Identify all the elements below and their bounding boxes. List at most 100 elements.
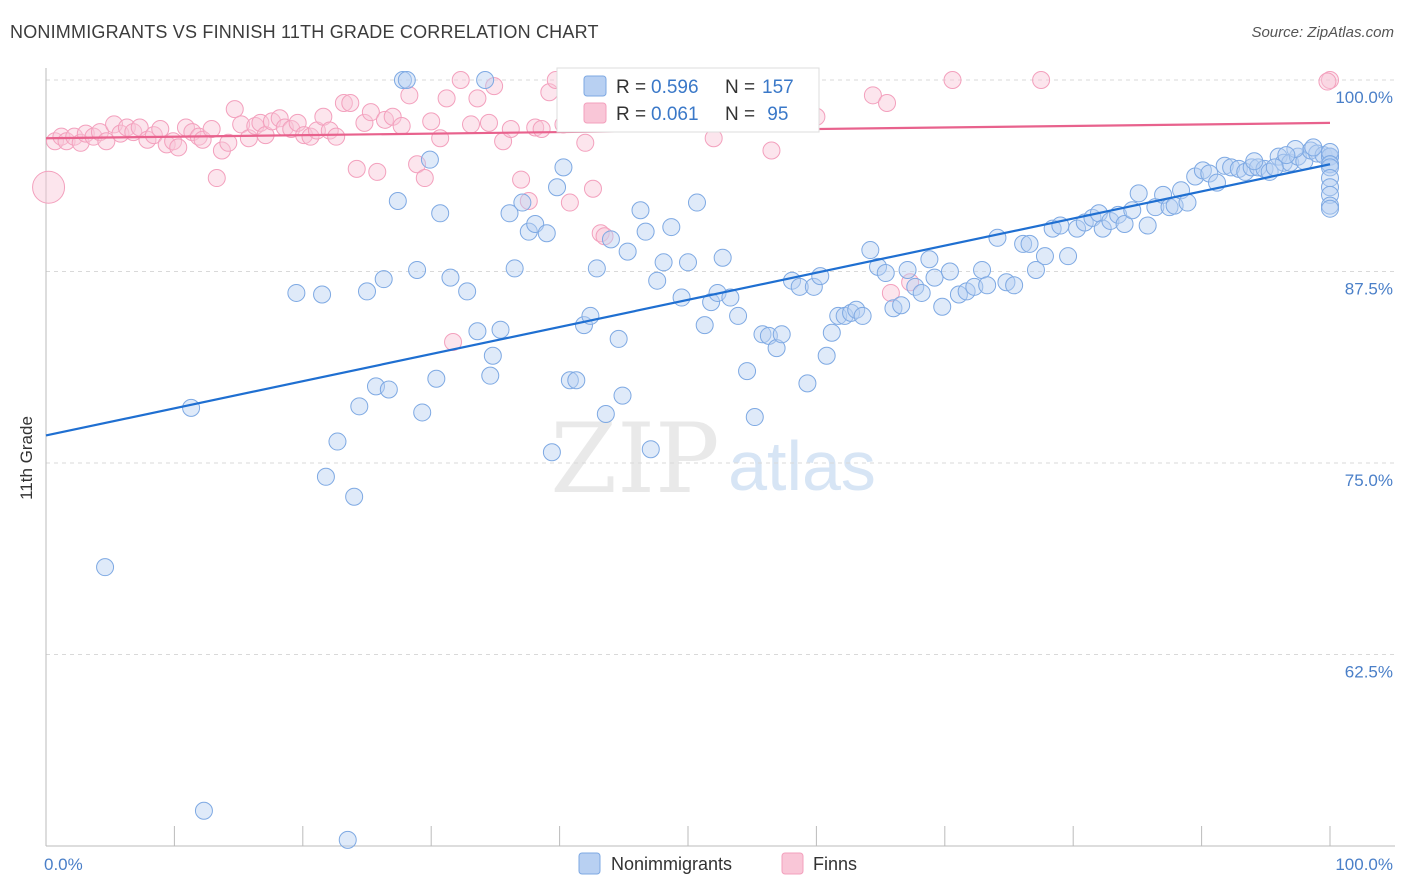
nonimmigrants-point-6	[328, 432, 347, 451]
finns-point-50	[361, 103, 380, 122]
y-tick-label-3: 62.5%	[1345, 663, 1393, 682]
x-tick-label-1: 100.0%	[1335, 855, 1393, 874]
nonimmigrants-point-115	[1115, 215, 1134, 234]
nonimmigrants-point-58	[702, 293, 721, 312]
nonimmigrants-point-60	[713, 248, 732, 267]
nonimmigrants-point-0	[96, 558, 115, 577]
nonimmigrants-point-161	[1245, 152, 1264, 171]
nonimmigrants-point-42	[587, 259, 606, 278]
finns-point-17	[151, 120, 170, 139]
nonimmigrants-point-112	[1093, 219, 1112, 238]
finns-point-97	[1318, 72, 1337, 91]
nonimmigrants-point-53	[662, 218, 681, 237]
nonimmigrants-point-28	[491, 320, 510, 339]
finns-point-65	[479, 113, 498, 132]
nonimmigrants-point-49	[636, 222, 655, 241]
finns-point-94	[943, 71, 962, 89]
nonimmigrants-point-1	[182, 398, 201, 417]
nonimmigrants-point-12	[374, 270, 393, 289]
nonimmigrants-point-63	[738, 362, 757, 381]
watermark-atlas: atlas	[728, 427, 876, 505]
finns-point-57	[415, 169, 434, 188]
nonimmigrants-point-157	[1304, 138, 1323, 157]
nonimmigrants-point-14	[388, 192, 407, 211]
finns-point-60	[437, 89, 456, 108]
finns-point-46	[334, 93, 353, 112]
nonimmigrants-point-72	[804, 277, 823, 296]
nonimmigrants-points	[96, 71, 1339, 849]
finns-point-90	[863, 86, 882, 105]
nonimmigrants-point-102	[1020, 234, 1039, 253]
nonimmigrants-point-130	[1222, 158, 1241, 177]
nonimmigrants-point-80	[853, 306, 872, 325]
legend-n-value-1: 157	[762, 77, 794, 98]
nonimmigrants-point-57	[695, 316, 714, 335]
nonimmigrants-point-25	[476, 71, 495, 89]
legend-r-value-2: 0.061	[651, 104, 699, 125]
nonimmigrants-point-38	[560, 371, 579, 390]
finns-point-70	[519, 192, 538, 211]
finns-point-28	[219, 133, 238, 152]
finns-point-51	[368, 162, 387, 181]
nonimmigrants-point-5	[316, 467, 335, 486]
finns-point-49	[355, 113, 374, 132]
nonimmigrants-point-51	[648, 271, 667, 290]
nonimmigrants-point-45	[609, 329, 628, 348]
nonimmigrants-point-52	[654, 253, 673, 272]
nonimmigrants-point-20	[427, 369, 446, 388]
finns-point-8	[90, 123, 109, 142]
nonimmigrants-point-4	[313, 285, 332, 304]
finns-point-54	[392, 116, 411, 135]
finns-point-29	[225, 100, 244, 119]
finns-point-68	[501, 120, 520, 139]
nonimmigrants-point-56	[687, 193, 706, 212]
nonimmigrants-point-74	[817, 346, 836, 365]
nonimmigrants-point-61	[721, 288, 740, 307]
legend-swatch-blue	[583, 75, 607, 97]
nonimmigrants-point-15	[393, 71, 412, 89]
nonimmigrants-point-36	[548, 178, 567, 197]
nonimmigrants-point-117	[1129, 184, 1148, 203]
legend-label-nonimmigrants: Nonimmigrants	[611, 854, 732, 874]
nonimmigrants-point-24	[468, 322, 487, 341]
nonimmigrants-point-9	[350, 397, 369, 416]
axes	[45, 68, 1395, 847]
source-label: Source: ZipAtlas.com	[1251, 24, 1394, 41]
y-tick-labels: 100.0% 87.5% 75.0% 62.5%	[1335, 88, 1393, 682]
nonimmigrants-point-23	[458, 282, 477, 301]
nonimmigrants-point-137	[1269, 147, 1288, 166]
nonimmigrants-point-34	[537, 224, 556, 243]
nonimmigrants-point-29	[500, 204, 519, 223]
finns-point-12	[117, 118, 136, 137]
nonimmigrants-trend-line	[45, 163, 1331, 437]
legend-n-value-2: 95	[762, 104, 788, 125]
trend-lines	[45, 121, 1331, 437]
nonimmigrants-point-35	[542, 443, 561, 462]
y-tick-label-1: 87.5%	[1345, 280, 1393, 299]
nonimmigrants-point-107	[1059, 247, 1078, 266]
finns-point-45	[327, 127, 346, 146]
nonimmigrants-point-92	[940, 262, 959, 281]
finns-point-63	[462, 115, 481, 134]
finns-point-92	[881, 283, 900, 302]
nonimmigrants-point-64	[745, 408, 764, 427]
legend-label-finns: Finns	[813, 854, 857, 874]
finns-point-53	[383, 107, 402, 126]
nonimmigrants-point-16	[397, 71, 416, 89]
nonimmigrants-point-158	[1286, 139, 1305, 158]
x-tick-labels: 0.0% 100.0%	[44, 855, 1393, 874]
nonimmigrants-point-26	[481, 366, 500, 385]
nonimmigrants-point-3	[287, 283, 306, 302]
finns-point-64	[468, 89, 487, 108]
finns-point-32	[246, 116, 265, 135]
grid	[46, 79, 1395, 655]
finns-point-62	[451, 71, 470, 89]
nonimmigrants-point-50	[641, 440, 660, 459]
nonimmigrants-point-21	[431, 204, 450, 223]
finns-point-48	[347, 159, 366, 178]
legend-swatch-pink	[583, 102, 607, 124]
nonimmigrants-point-48	[631, 201, 650, 220]
nonimmigrants-point-86	[898, 260, 917, 279]
nonimmigrants-point-78	[842, 303, 861, 322]
nonimmigrants-point-129	[1215, 156, 1234, 175]
